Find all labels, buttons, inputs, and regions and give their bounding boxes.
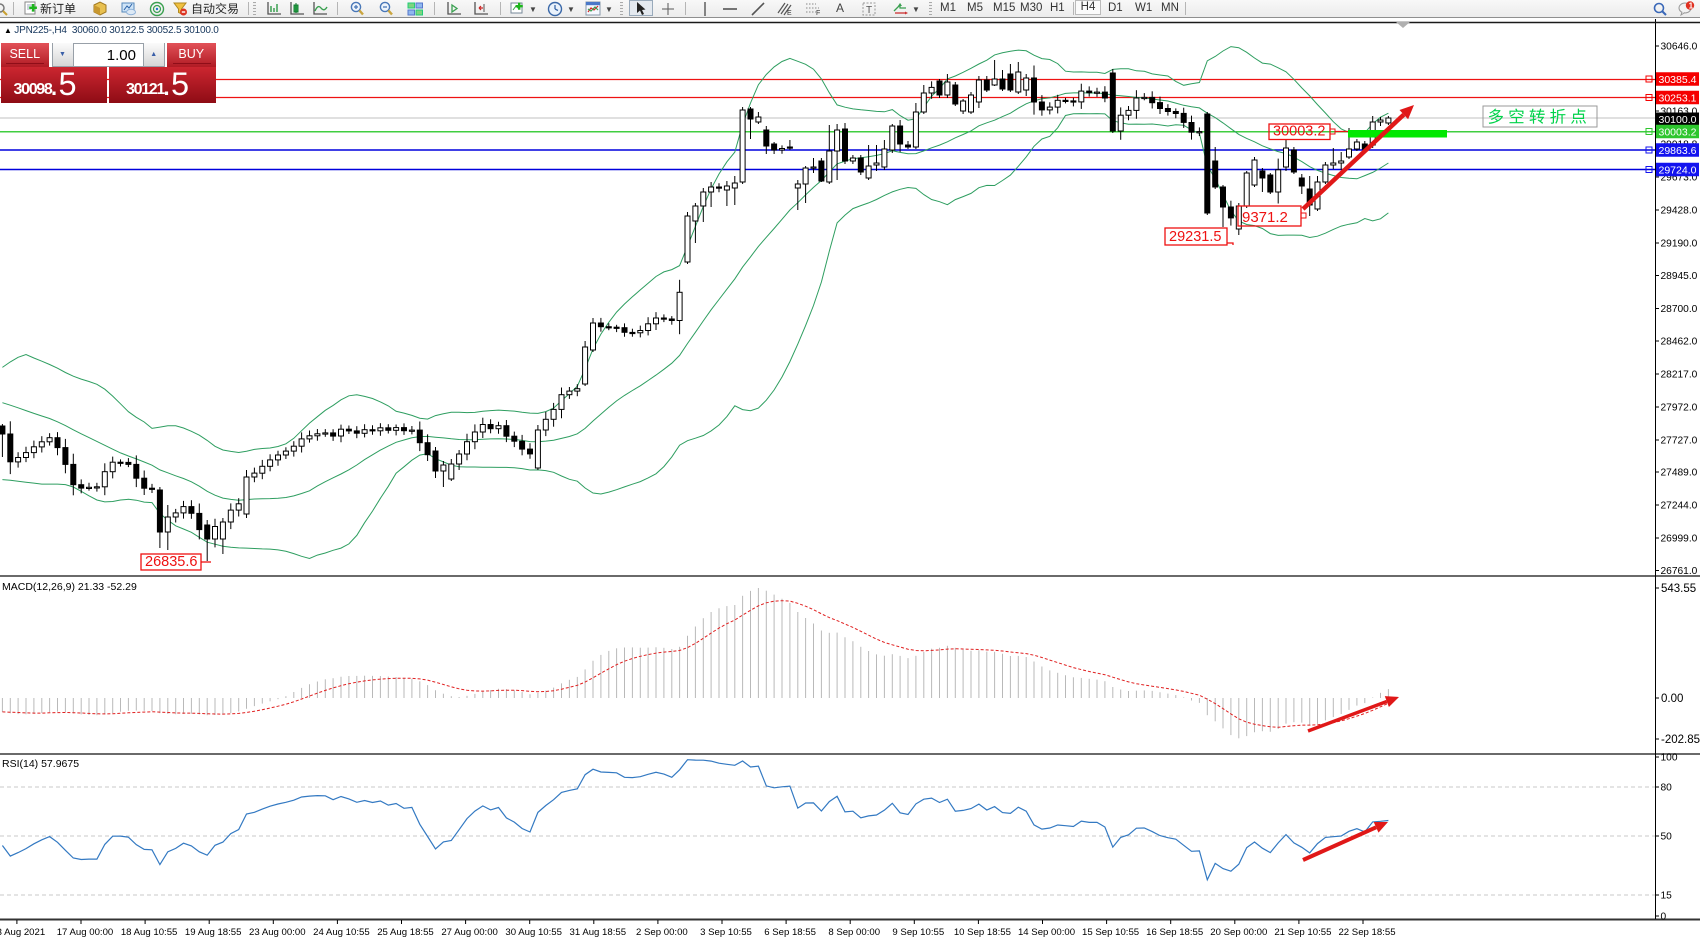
svg-text:27 Aug 00:00: 27 Aug 00:00: [441, 927, 498, 938]
svg-text:20 Sep 00:00: 20 Sep 00:00: [1210, 927, 1267, 938]
svg-text:50: 50: [1661, 832, 1673, 843]
svg-text:80: 80: [1661, 783, 1673, 794]
svg-text:0: 0: [1661, 912, 1667, 923]
svg-text:30003.2: 30003.2: [1273, 124, 1325, 140]
svg-text:0.00: 0.00: [1661, 693, 1683, 705]
svg-text:30100.0: 30100.0: [1659, 114, 1697, 126]
svg-text:-202.85: -202.85: [1661, 734, 1700, 746]
svg-text:10 Sep 18:55: 10 Sep 18:55: [954, 927, 1011, 938]
svg-text:30646.0: 30646.0: [1661, 42, 1698, 53]
svg-text:29863.6: 29863.6: [1659, 145, 1697, 157]
svg-text:29724.0: 29724.0: [1659, 164, 1697, 176]
svg-text:2 Sep 00:00: 2 Sep 00:00: [636, 927, 688, 938]
svg-text:100: 100: [1661, 753, 1678, 764]
svg-text:26999.0: 26999.0: [1661, 534, 1698, 545]
svg-text:17 Aug 00:00: 17 Aug 00:00: [57, 927, 114, 938]
svg-text:30003.2: 30003.2: [1659, 126, 1697, 138]
svg-text:23 Aug 00:00: 23 Aug 00:00: [249, 927, 306, 938]
svg-text:29231.5: 29231.5: [1169, 229, 1221, 245]
svg-text:27972.0: 27972.0: [1661, 403, 1698, 414]
svg-text:28945.0: 28945.0: [1661, 271, 1698, 282]
svg-text:29673.0: 29673.0: [1661, 173, 1698, 184]
svg-text:15 Sep 10:55: 15 Sep 10:55: [1082, 927, 1139, 938]
svg-text:27244.0: 27244.0: [1661, 501, 1698, 512]
svg-text:8 Sep 00:00: 8 Sep 00:00: [828, 927, 880, 938]
svg-text:1: 1: [1689, 1, 1694, 10]
svg-text:26835.6: 26835.6: [145, 554, 197, 570]
svg-text:25 Aug 18:55: 25 Aug 18:55: [377, 927, 434, 938]
svg-text:14 Sep 00:00: 14 Sep 00:00: [1018, 927, 1075, 938]
svg-text:28700.0: 28700.0: [1661, 304, 1698, 315]
svg-text:6 Sep 18:55: 6 Sep 18:55: [764, 927, 816, 938]
svg-text:26761.0: 26761.0: [1661, 566, 1698, 577]
svg-text:30385.4: 30385.4: [1659, 74, 1697, 86]
svg-text:21 Sep 10:55: 21 Sep 10:55: [1274, 927, 1331, 938]
svg-text:MACD(12,26,9) 21.33 -52.29: MACD(12,26,9) 21.33 -52.29: [2, 581, 137, 593]
svg-text:9 Sep 10:55: 9 Sep 10:55: [892, 927, 944, 938]
svg-text:28462.0: 28462.0: [1661, 337, 1698, 348]
svg-text:28217.0: 28217.0: [1661, 370, 1698, 381]
svg-text:E: E: [787, 10, 792, 17]
svg-text:29190.0: 29190.0: [1661, 239, 1698, 250]
svg-text:3 Sep 10:55: 3 Sep 10:55: [700, 927, 752, 938]
svg-text:RSI(14) 57.9675: RSI(14) 57.9675: [2, 758, 79, 770]
svg-text:27727.0: 27727.0: [1661, 436, 1698, 447]
svg-text:15: 15: [1661, 891, 1673, 902]
svg-text:9371.2: 9371.2: [1242, 209, 1288, 226]
svg-text:18 Aug 10:55: 18 Aug 10:55: [121, 927, 178, 938]
svg-text:T: T: [866, 5, 872, 16]
svg-text:30163.0: 30163.0: [1661, 107, 1698, 118]
svg-text:22 Sep 18:55: 22 Sep 18:55: [1338, 927, 1395, 938]
svg-text:24 Aug 10:55: 24 Aug 10:55: [313, 927, 370, 938]
svg-text:30 Aug 10:55: 30 Aug 10:55: [505, 927, 562, 938]
svg-text:F: F: [816, 10, 820, 17]
svg-text:29428.0: 29428.0: [1661, 206, 1698, 217]
svg-text:16 Sep 18:55: 16 Sep 18:55: [1146, 927, 1203, 938]
svg-text:27489.0: 27489.0: [1661, 468, 1698, 479]
svg-text:31 Aug 18:55: 31 Aug 18:55: [570, 927, 627, 938]
svg-text:3 Aug 2021: 3 Aug 2021: [0, 927, 45, 938]
svg-text:543.55: 543.55: [1661, 583, 1696, 595]
svg-text:30253.1: 30253.1: [1659, 92, 1697, 104]
svg-text:19 Aug 18:55: 19 Aug 18:55: [185, 927, 242, 938]
